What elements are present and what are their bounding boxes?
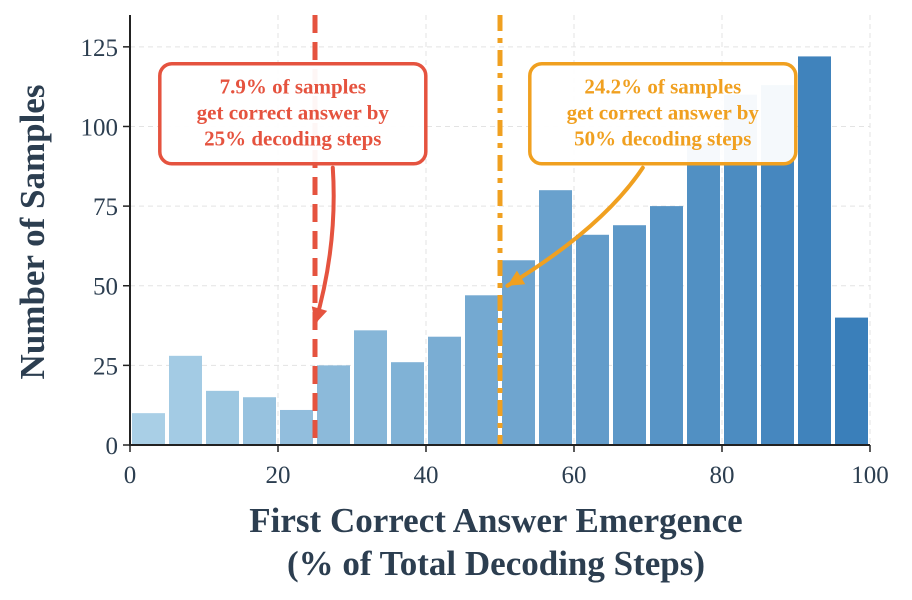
histogram-bar [576,234,609,445]
y-tick-label: 100 [81,114,119,141]
annotation-text-line: get correct answer by [567,101,760,125]
annotation-text-line: 50% decoding steps [574,127,751,151]
x-tick-label: 80 [710,462,735,489]
x-tick-label: 100 [851,462,889,489]
annotation-box [158,61,428,166]
histogram-bar [502,260,535,445]
annotation-text-line: 7.9% of samples [220,75,366,99]
y-tick-label: 75 [93,194,118,221]
y-tick-label: 125 [81,35,119,62]
histogram-bar [317,365,350,445]
x-tick-label: 60 [562,462,587,489]
histogram-bar [132,413,165,445]
annotation-arrow [505,165,645,288]
x-tick-label: 40 [414,462,439,489]
histogram-bar [650,206,683,445]
histogram-bar [243,397,276,445]
histogram-bar [613,225,646,445]
y-tick-label: 25 [93,353,118,380]
x-axis-title-line-2: (% of Total Decoding Steps) [287,544,705,583]
histogram-bar [206,390,239,445]
x-tick-label: 20 [266,462,291,489]
x-axis-title-line-1: First Correct Answer Emergence [249,501,742,540]
histogram-bar [354,330,387,445]
y-axis-title: Number of Samples [13,85,52,380]
histogram-bar [428,336,461,445]
histogram-bar [539,190,572,445]
y-tick-label: 50 [93,274,118,301]
bars [132,56,868,446]
histogram-bar [798,56,831,445]
annotation-box [528,61,798,166]
annotation-arrowhead [507,270,526,286]
annotation-text-line: 25% decoding steps [204,127,381,151]
histogram-bar [391,362,424,445]
histogram-bar [280,409,313,445]
axes: 0 20 40 60 80 100 0 25 50 75 100 125 [81,15,889,489]
annotation-arrow [313,165,336,326]
histogram-bar [465,295,498,445]
histogram-bar [835,317,868,445]
histogram-bar [169,355,202,445]
annotation-arrowhead [311,306,328,324]
y-tick-label: 0 [106,433,119,460]
x-tick-label: 0 [124,462,137,489]
annotation-text-line: 24.2% of samples [584,75,741,99]
histogram-bar [687,142,720,445]
annotation-text-line: get correct answer by [197,101,390,125]
